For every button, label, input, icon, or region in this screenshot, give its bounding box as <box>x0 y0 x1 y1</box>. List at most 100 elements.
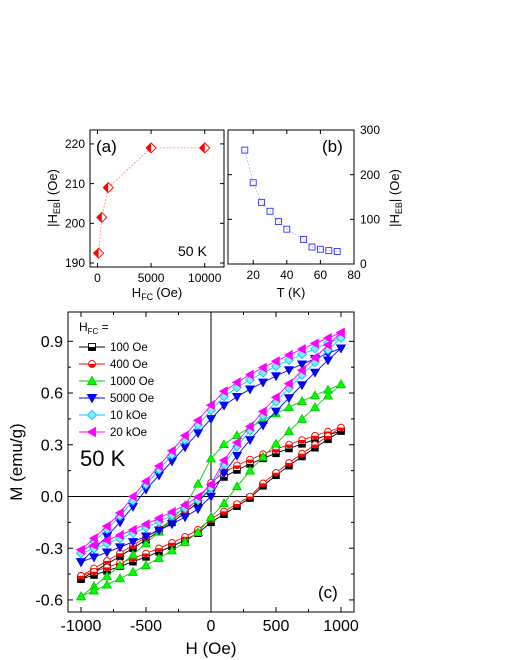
loop-20-koe <box>75 327 345 556</box>
y-tick-label: 200 <box>65 217 85 231</box>
panel-a-point <box>96 211 108 223</box>
panel-c-annotation: 50 K <box>80 446 126 471</box>
panel-a-x-axis-label: HFC (Oe) <box>132 285 182 302</box>
panel-b-point <box>325 247 333 255</box>
loop-point <box>218 439 230 449</box>
panel-b-point <box>249 179 257 187</box>
loop-point <box>270 356 280 367</box>
legend-label: 5000 Oe <box>110 393 154 405</box>
loop-point <box>283 366 295 376</box>
panel-a-y-axis-label: |HEB| (Oe) <box>45 169 62 227</box>
legend-marker <box>88 343 96 351</box>
loop-point <box>324 432 332 440</box>
panel-b-point <box>241 146 249 154</box>
legend-entry: 1000 Oe <box>79 375 154 388</box>
x-tick-label: 20 <box>247 268 261 282</box>
loop-point <box>233 500 241 508</box>
loop-point <box>77 572 85 580</box>
panel-c-plot <box>68 312 354 612</box>
loop-point <box>88 553 100 563</box>
panel-c-legend: HFC = 100 Oe 400 Oe 1000 Oe 5000 Oe 10 kOe 20… <box>79 320 154 439</box>
legend-marker <box>86 394 98 404</box>
loop-point <box>257 362 267 373</box>
loop-point <box>244 385 256 395</box>
legend-label: 400 Oe <box>110 359 148 371</box>
loop-point <box>153 552 165 562</box>
loop-point <box>88 540 98 551</box>
legend-title: HFC = <box>79 320 109 336</box>
legend-entry: 20 kOe <box>79 426 147 439</box>
loop-point <box>244 436 256 446</box>
loop-point <box>231 481 243 491</box>
loop-point <box>309 402 321 412</box>
panel-a-annotation: 50 K <box>178 243 207 259</box>
loop-point <box>231 451 243 461</box>
panel-b-point <box>316 245 324 253</box>
y-tick-label: 220 <box>65 137 85 151</box>
loop-point <box>218 455 228 466</box>
legend-marker <box>86 375 98 385</box>
x-tick-label: 10000 <box>188 271 222 285</box>
y-tick-label: 200 <box>360 168 380 182</box>
loop-point <box>298 449 306 458</box>
loop-point <box>179 499 189 511</box>
loop-point <box>220 507 228 516</box>
loop-point <box>246 492 254 501</box>
loop-point <box>296 381 308 391</box>
loop-point <box>257 378 269 388</box>
loop-point <box>309 338 319 349</box>
loop-point <box>88 533 98 544</box>
panel-a-point <box>199 142 211 154</box>
panel-b-y-ticks: 0 100 200 300 <box>228 123 380 271</box>
panel-b-point <box>266 207 274 215</box>
loop-point <box>75 544 85 556</box>
loop-point <box>311 431 319 440</box>
loop-point <box>257 421 269 431</box>
loop-point <box>218 386 228 397</box>
legend-label: 10 kOe <box>110 410 147 422</box>
panel-b-point <box>333 248 341 255</box>
loop-point <box>311 440 319 449</box>
panel-a-point <box>92 247 105 259</box>
loop-point <box>127 491 137 502</box>
loop-point <box>283 378 293 389</box>
legend-marker <box>88 360 96 368</box>
loop-point <box>322 339 332 351</box>
x-tick-label: 80 <box>347 268 361 282</box>
loop-point <box>231 392 243 402</box>
panel-a: 190 200 210 220 0 5000 10000 (a) 50 K HFC (Oe)… <box>45 129 225 302</box>
loop-point <box>127 566 139 576</box>
loop-point <box>270 372 282 382</box>
loop-point <box>296 413 308 423</box>
loop-point <box>296 395 308 405</box>
loop-point <box>335 344 347 354</box>
y-tick-label: 0.6 <box>41 386 63 403</box>
loop-point <box>75 558 87 568</box>
loop-point <box>298 436 306 444</box>
loop-point <box>192 478 204 488</box>
x-tick-label: 1000 <box>323 618 359 635</box>
loop-point <box>205 492 217 502</box>
loop-point <box>205 453 217 463</box>
loop-point <box>205 415 217 425</box>
y-tick-label: 0.0 <box>41 489 63 506</box>
panel-b: 0 100 200 300 20 40 60 80 (b) T (K) |HEB| (Oe) <box>227 123 404 300</box>
loop-point <box>296 344 306 355</box>
loop-point <box>233 461 241 470</box>
loop-point <box>270 392 280 403</box>
loop-point <box>322 332 332 344</box>
y-tick-label: 190 <box>65 256 85 270</box>
loop-point <box>166 445 176 456</box>
loop-point <box>272 445 280 453</box>
loop-point <box>140 519 150 530</box>
loop-point <box>142 549 150 558</box>
loop-point <box>75 591 87 601</box>
loop-point <box>285 459 293 467</box>
loop-point <box>335 327 345 338</box>
loop-point <box>272 468 280 477</box>
loop-point <box>192 491 202 502</box>
y-tick-label: -0.3 <box>35 541 63 558</box>
loop-point <box>114 543 126 553</box>
loop-point <box>153 513 163 524</box>
